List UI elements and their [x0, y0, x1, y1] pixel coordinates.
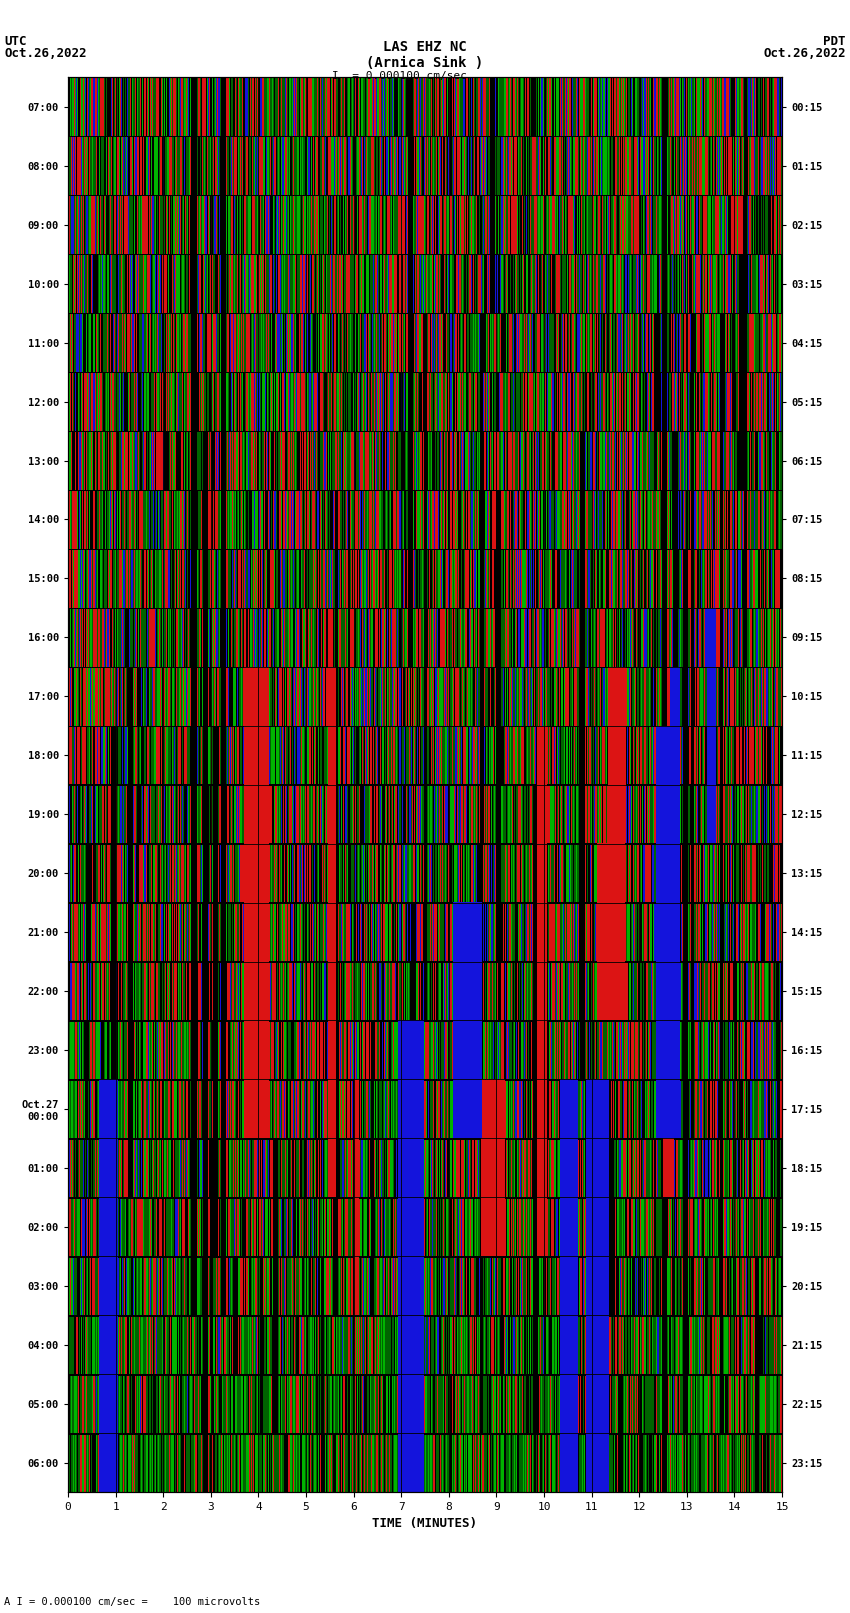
Text: A I = 0.000100 cm/sec =    100 microvolts: A I = 0.000100 cm/sec = 100 microvolts — [4, 1597, 260, 1607]
Text: LAS EHZ NC: LAS EHZ NC — [383, 40, 467, 55]
Text: Oct.26,2022: Oct.26,2022 — [4, 47, 87, 60]
Text: UTC: UTC — [4, 35, 26, 48]
Text: Oct.26,2022: Oct.26,2022 — [763, 47, 846, 60]
X-axis label: TIME (MINUTES): TIME (MINUTES) — [372, 1518, 478, 1531]
Text: PDT: PDT — [824, 35, 846, 48]
Text: (Arnica Sink ): (Arnica Sink ) — [366, 56, 484, 71]
Text: I  = 0.000100 cm/sec: I = 0.000100 cm/sec — [332, 71, 467, 81]
